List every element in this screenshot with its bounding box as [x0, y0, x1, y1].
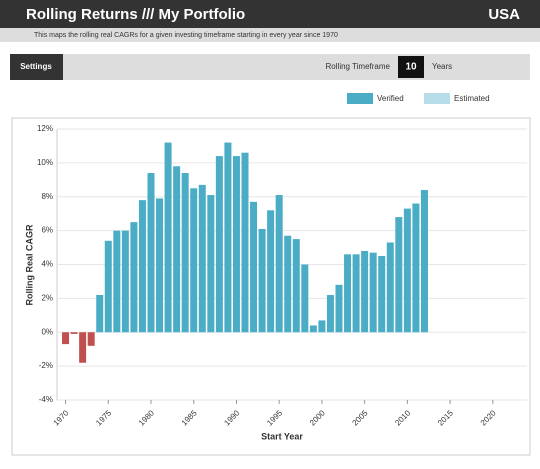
legend-swatch — [424, 93, 450, 104]
bar — [420, 189, 428, 333]
timeframe-label: Rolling Timeframe — [326, 62, 391, 71]
bar — [284, 235, 292, 333]
bar — [113, 230, 121, 333]
x-tick-label: 1990 — [222, 408, 241, 427]
timeframe-unit: Years — [432, 62, 452, 71]
settings-bar — [10, 54, 530, 80]
bar — [267, 210, 275, 333]
bar — [70, 332, 78, 334]
y-tick-label: 8% — [41, 192, 53, 201]
bar — [215, 156, 223, 333]
bar — [147, 173, 155, 333]
bar — [190, 188, 198, 333]
x-tick-label: 2015 — [436, 408, 455, 427]
bar — [130, 222, 138, 333]
bar — [181, 173, 189, 333]
y-tick-label: 2% — [41, 293, 53, 302]
x-tick-label: 1995 — [265, 408, 284, 427]
bar — [309, 325, 317, 333]
y-tick-label: -4% — [39, 395, 53, 404]
bar — [344, 254, 352, 333]
bar — [301, 264, 309, 333]
y-tick-label: 6% — [41, 226, 53, 235]
bar — [369, 252, 377, 333]
x-tick-label: 2020 — [479, 408, 498, 427]
bar — [232, 156, 240, 333]
bar — [241, 152, 249, 333]
settings-button[interactable] — [10, 54, 63, 80]
bar — [121, 230, 129, 333]
bar — [87, 332, 95, 346]
bar — [378, 256, 386, 333]
bar — [275, 195, 283, 333]
bar — [326, 294, 334, 333]
bar — [395, 217, 403, 333]
bar — [104, 240, 112, 333]
bar — [96, 294, 104, 333]
timeframe-value[interactable]: 10 — [405, 62, 417, 73]
subtitle-bar — [0, 28, 540, 42]
settings-label[interactable]: Settings — [20, 62, 52, 71]
x-tick-label: 1975 — [94, 408, 113, 427]
bar — [164, 142, 172, 333]
legend-swatch — [347, 93, 373, 104]
bar — [403, 208, 411, 333]
bar — [352, 254, 360, 333]
x-axis-label: Start Year — [261, 431, 303, 441]
timeframe-box[interactable] — [398, 56, 424, 78]
app-title: Rolling Returns /// My Portfolio — [26, 6, 245, 23]
y-tick-label: 4% — [41, 260, 53, 269]
legend-label: Verified — [377, 94, 404, 103]
bar — [258, 228, 266, 333]
bar — [62, 332, 70, 345]
header-bar — [0, 0, 540, 28]
bar — [292, 239, 300, 333]
bar — [156, 198, 164, 333]
bar — [335, 284, 343, 333]
chart-frame — [11, 117, 531, 456]
bar — [250, 201, 258, 333]
bar — [412, 203, 420, 333]
bar — [138, 200, 146, 333]
y-tick-label: 0% — [41, 327, 53, 336]
region: USA — [488, 6, 520, 23]
bar — [173, 166, 181, 333]
x-tick-label: 2005 — [351, 408, 370, 427]
bar — [198, 184, 206, 333]
x-tick-label: 1985 — [180, 408, 199, 427]
x-tick-label: 1980 — [137, 408, 156, 427]
legend-label: Estimated — [454, 94, 490, 103]
y-tick-label: 12% — [37, 124, 53, 133]
x-tick-label: 2000 — [308, 408, 327, 427]
bar — [318, 320, 326, 333]
bar — [79, 332, 87, 363]
bar — [361, 250, 369, 333]
x-tick-label: 2010 — [393, 408, 412, 427]
bar — [224, 142, 232, 333]
bar — [207, 195, 215, 333]
y-axis-label: Rolling Real CAGR — [24, 224, 34, 306]
x-tick-label: 1970 — [52, 408, 71, 427]
y-tick-label: 10% — [37, 158, 53, 167]
subtitle: This maps the rolling real CAGRs for a g… — [34, 32, 338, 39]
bar — [386, 242, 394, 333]
y-tick-label: -2% — [39, 361, 53, 370]
